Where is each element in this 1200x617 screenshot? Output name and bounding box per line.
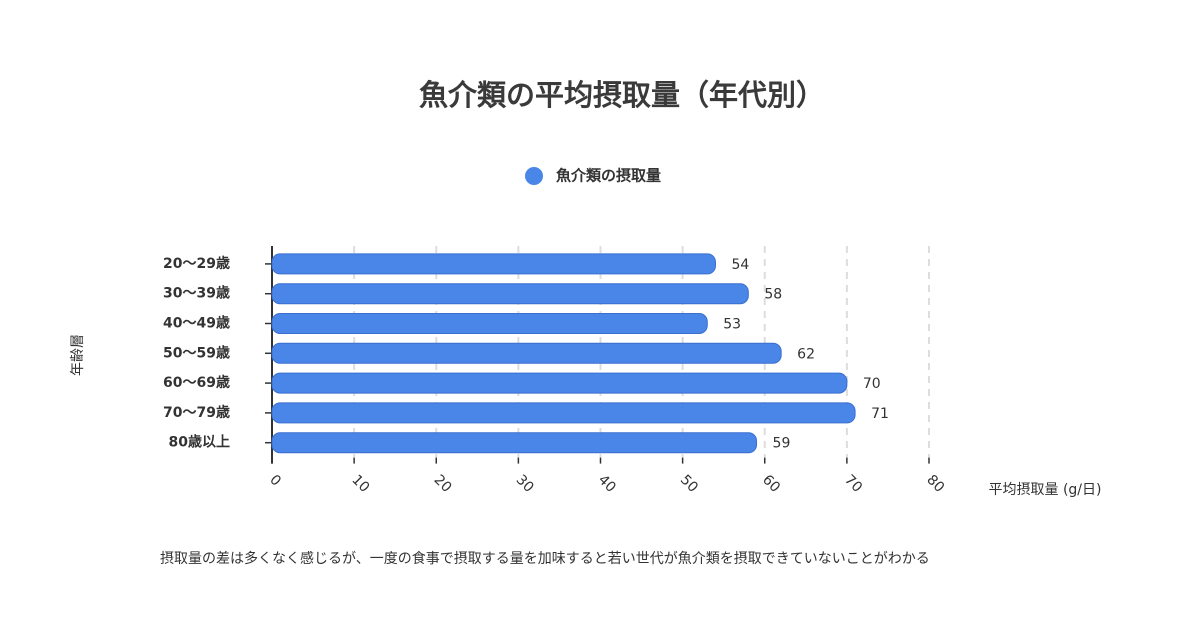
y-tick-label: 20〜29歳	[163, 255, 230, 272]
bar	[271, 372, 848, 394]
legend-label: 魚介類の摂取量	[556, 167, 661, 185]
bar	[271, 342, 782, 364]
x-tick-label: 50	[677, 472, 701, 496]
y-tick-label: 40〜49歳	[163, 315, 230, 332]
value-label: 59	[773, 436, 791, 452]
value-label: 71	[871, 406, 889, 422]
value-label: 54	[731, 257, 749, 273]
x-tick-label: 10	[348, 472, 372, 496]
x-tick-label: 70	[841, 472, 865, 496]
bar	[271, 283, 749, 305]
x-axis-label: 平均摂取量 (g/日)	[989, 482, 1102, 498]
bar	[271, 253, 716, 275]
value-label: 70	[863, 376, 881, 392]
x-tick-label: 20	[431, 472, 455, 496]
value-label: 53	[723, 317, 741, 333]
y-axis-label: 年齢層	[70, 334, 86, 376]
chart-title: 魚介類の平均摂取量（年代別）	[419, 78, 825, 112]
note: 摂取量の差は多くなく感じるが、一度の食事で摂取する量を加味すると若い世代が魚介類…	[160, 550, 930, 567]
bar	[271, 313, 708, 334]
value-label: 62	[797, 346, 815, 362]
bar	[271, 432, 758, 454]
value-label: 58	[764, 287, 782, 303]
y-tick-label: 30〜39歳	[163, 285, 230, 302]
y-tick-label: 80歳以上	[169, 434, 230, 451]
x-tick-label: 40	[595, 472, 619, 496]
x-tick-label: 60	[759, 472, 783, 496]
x-tick-label: 30	[513, 472, 537, 496]
y-tick-label: 50〜59歳	[163, 344, 230, 361]
y-tick-label: 70〜79歳	[163, 404, 230, 421]
x-tick-label: 0	[266, 472, 284, 490]
bar	[271, 402, 856, 424]
x-tick-label: 80	[923, 472, 947, 496]
y-tick-label: 60〜69歳	[163, 374, 230, 391]
legend-marker	[525, 167, 543, 185]
